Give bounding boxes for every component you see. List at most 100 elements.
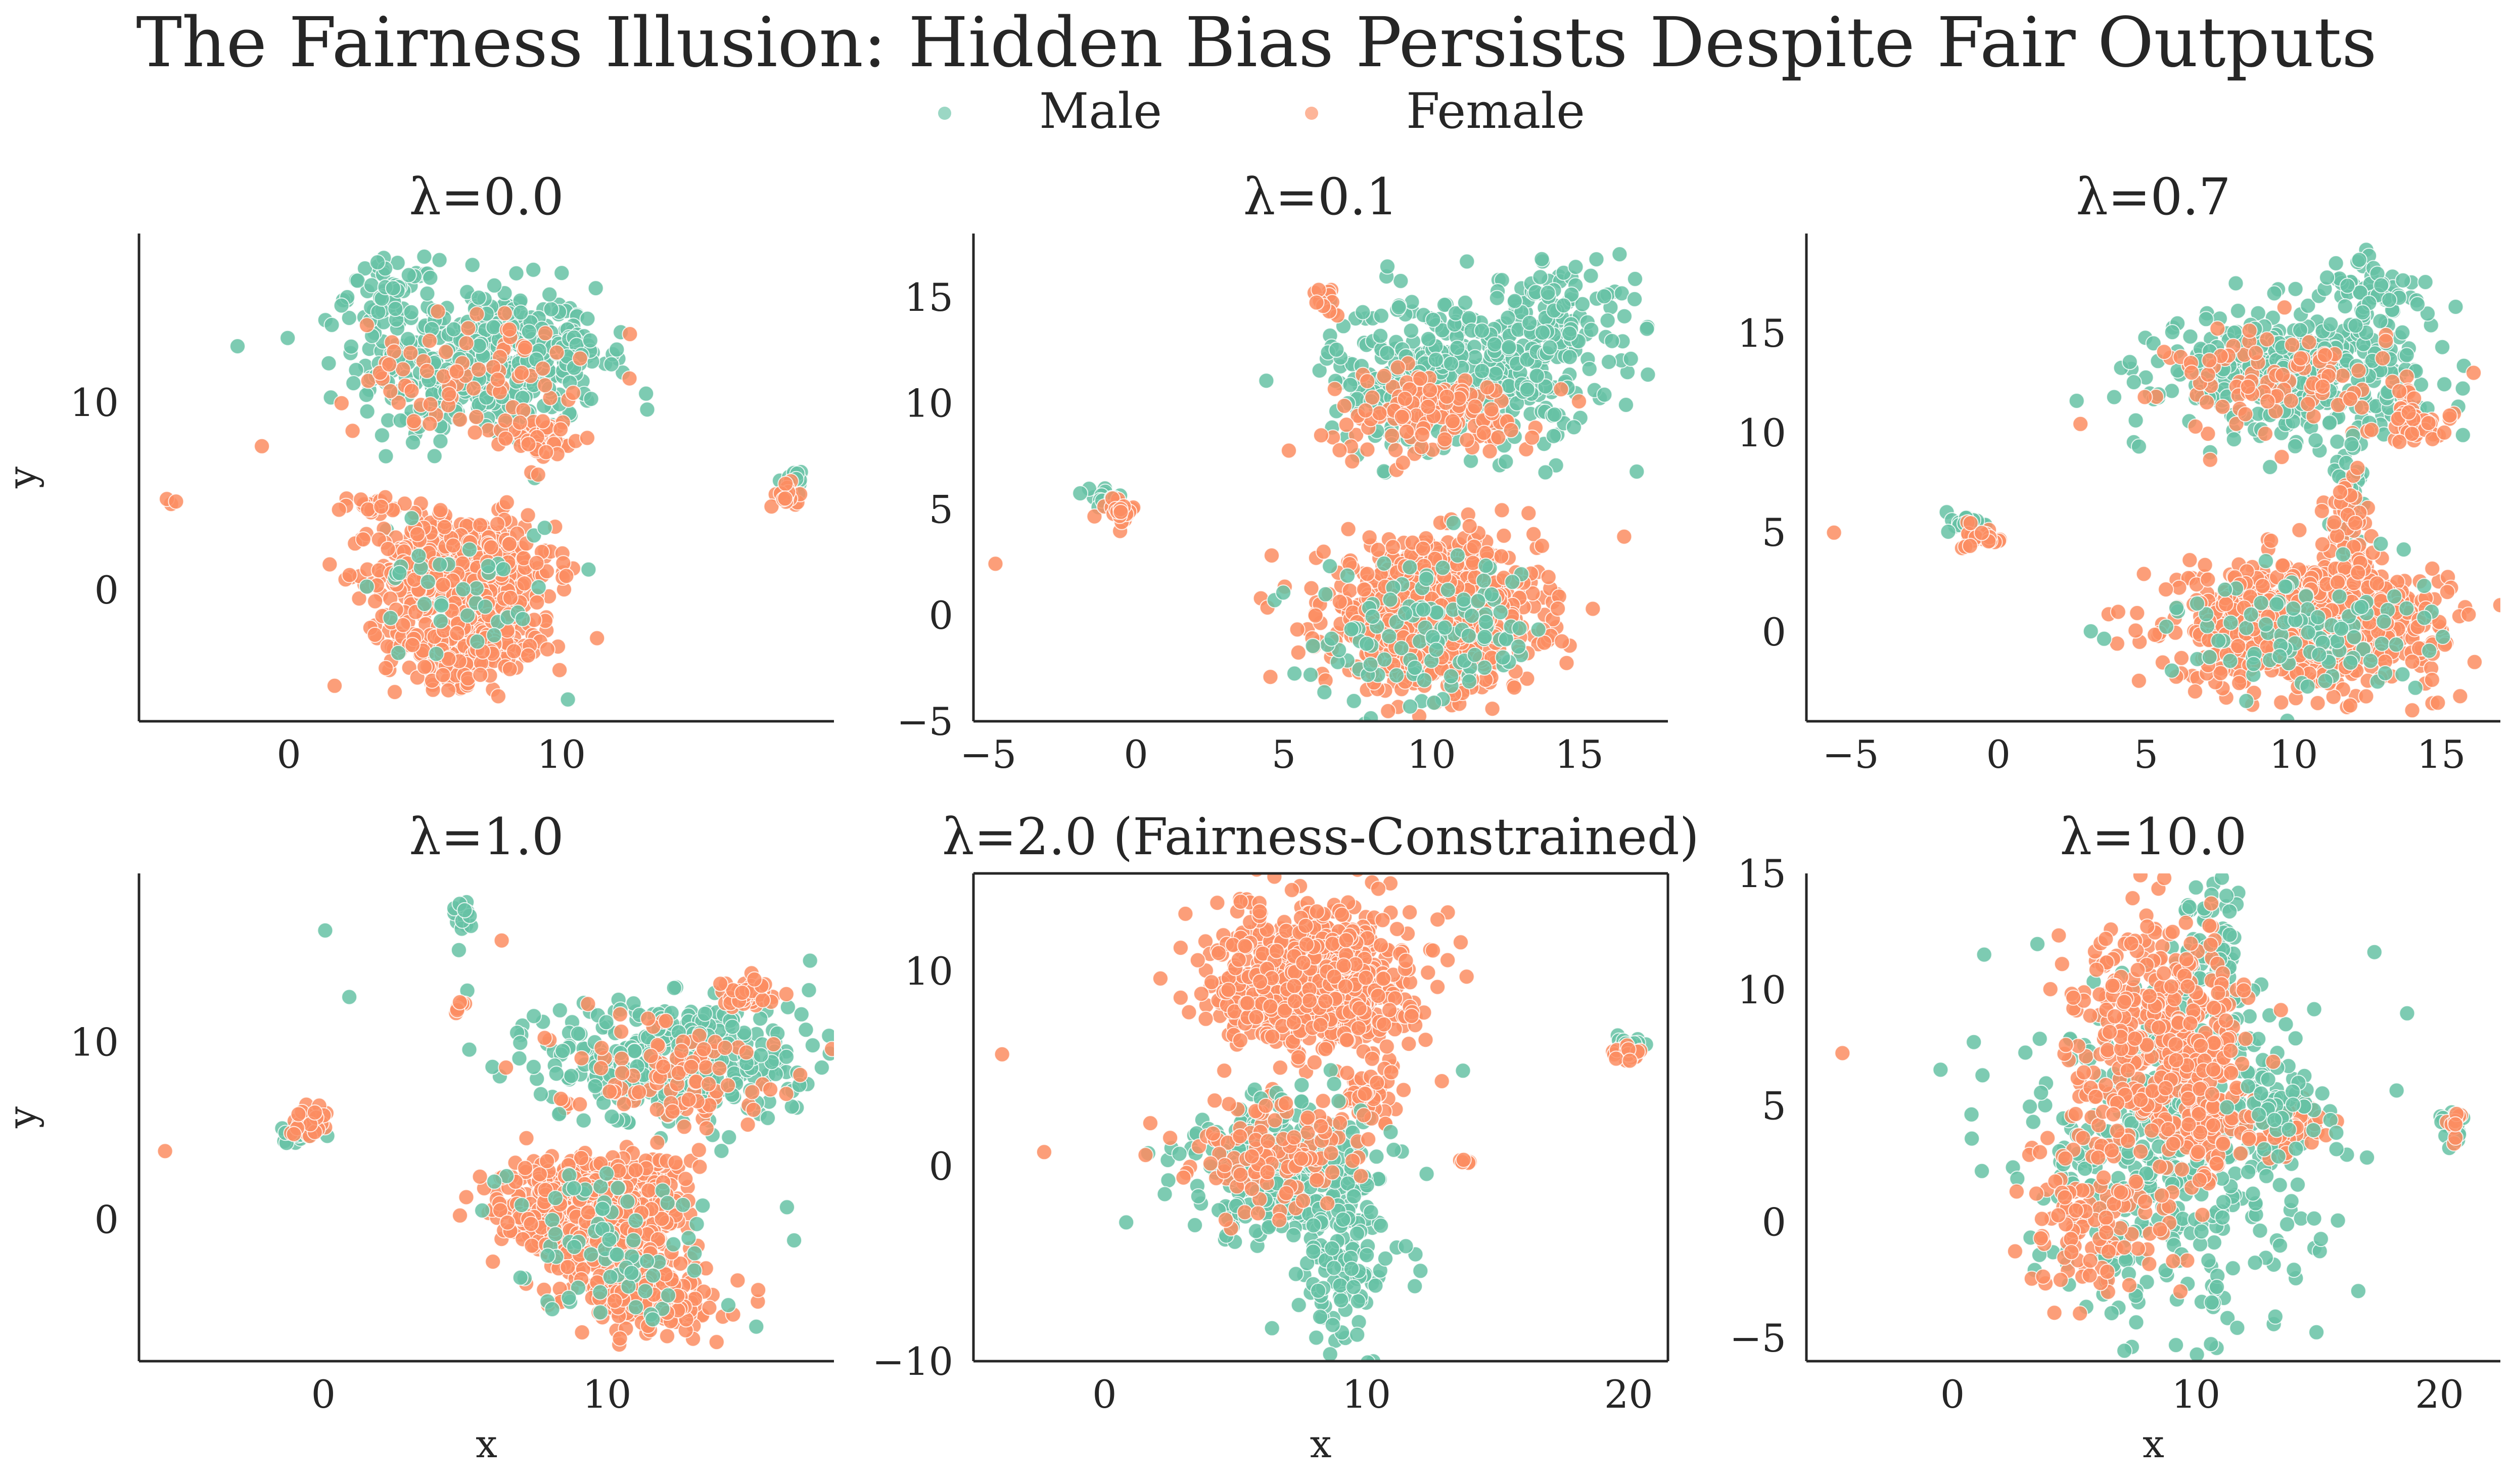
point-female xyxy=(2263,532,2279,549)
point-female xyxy=(2292,350,2309,366)
point-female xyxy=(1585,600,1601,617)
legend-label-female: Female xyxy=(1406,83,1585,140)
point-male xyxy=(1555,297,1572,314)
point-female xyxy=(501,661,518,677)
point-female xyxy=(1503,422,1519,438)
point-female xyxy=(2430,694,2446,711)
point-male xyxy=(2434,339,2451,355)
point-male xyxy=(1618,397,1634,413)
point-male xyxy=(459,607,476,624)
point-male xyxy=(1581,361,1598,377)
point-male xyxy=(1436,619,1453,636)
point-male xyxy=(1382,591,1399,608)
point-male xyxy=(2068,393,2085,409)
point-female xyxy=(1338,416,1355,433)
point-male xyxy=(1940,524,1957,540)
point-male xyxy=(1428,641,1445,658)
point-male xyxy=(1574,296,1591,312)
point-male xyxy=(1392,272,1409,289)
point-female xyxy=(438,344,454,360)
point-male xyxy=(363,277,380,294)
point-male xyxy=(495,561,511,578)
point-male xyxy=(1476,629,1493,645)
point-female xyxy=(1519,670,1535,687)
point-female xyxy=(2326,514,2343,531)
point-female xyxy=(1467,398,1483,415)
point-male xyxy=(1428,604,1445,621)
y-tick-label: 5 xyxy=(1762,510,1786,555)
point-female xyxy=(2202,451,2218,468)
point-male xyxy=(2372,536,2389,552)
point-male xyxy=(1566,419,1582,436)
point-female xyxy=(2156,344,2172,360)
point-male xyxy=(323,316,340,333)
points-group xyxy=(987,246,1656,721)
point-female xyxy=(1394,454,1411,471)
point-female xyxy=(489,516,506,532)
point-male xyxy=(2145,335,2162,352)
point-male xyxy=(2268,596,2285,613)
point-male xyxy=(2377,665,2394,681)
point-female xyxy=(435,577,451,593)
point-male xyxy=(1501,339,1517,355)
point-female xyxy=(1459,432,1475,448)
point-male xyxy=(2454,380,2471,397)
point-male xyxy=(1420,331,1436,347)
point-female xyxy=(2391,383,2408,399)
point-male xyxy=(2164,383,2180,399)
point-male xyxy=(1599,312,1616,329)
point-female xyxy=(1397,391,1413,407)
point-male xyxy=(2353,598,2370,615)
point-female xyxy=(2200,571,2216,588)
point-female xyxy=(2274,557,2291,574)
legend-marker-male xyxy=(938,107,951,120)
point-male xyxy=(1362,656,1379,673)
point-female xyxy=(380,541,396,557)
point-male xyxy=(2335,546,2351,563)
point-male xyxy=(1487,365,1504,382)
point-male xyxy=(1305,638,1321,654)
x-tick-label: 10 xyxy=(537,732,586,777)
point-male xyxy=(1345,692,1362,709)
point-male xyxy=(579,310,596,327)
point-male xyxy=(603,356,620,373)
point-male xyxy=(2416,610,2433,626)
point-female xyxy=(436,519,453,535)
point-male xyxy=(349,272,366,289)
point-female xyxy=(2400,404,2417,421)
point-male xyxy=(1439,582,1456,598)
x-tick-label: 15 xyxy=(1555,732,1604,777)
point-male xyxy=(1456,591,1472,608)
point-female xyxy=(1331,442,1348,458)
point-female xyxy=(538,444,554,460)
point-male xyxy=(2333,620,2350,637)
point-female xyxy=(1494,502,1510,519)
point-female xyxy=(360,501,377,518)
point-female xyxy=(1290,644,1307,661)
point-female xyxy=(458,335,475,352)
point-female xyxy=(1436,431,1453,448)
point-female xyxy=(1357,402,1374,419)
point-male xyxy=(515,611,531,627)
point-male xyxy=(583,391,599,407)
point-female xyxy=(2332,484,2348,500)
point-male xyxy=(1425,311,1441,328)
point-female xyxy=(490,688,506,705)
point-male xyxy=(2355,641,2371,658)
point-male xyxy=(1504,574,1521,590)
point-male xyxy=(359,403,376,420)
point-male xyxy=(1072,485,1089,501)
point-male xyxy=(1519,381,1535,398)
point-female xyxy=(1086,508,1103,525)
point-male xyxy=(1363,710,1379,721)
point-female xyxy=(1264,547,1280,564)
point-female xyxy=(2110,604,2126,620)
point-male xyxy=(419,285,436,302)
point-male xyxy=(2287,438,2303,454)
point-male xyxy=(2394,324,2411,341)
point-female xyxy=(440,682,457,699)
point-female xyxy=(2467,654,2483,670)
point-female xyxy=(987,555,1004,572)
point-male xyxy=(2307,432,2324,449)
